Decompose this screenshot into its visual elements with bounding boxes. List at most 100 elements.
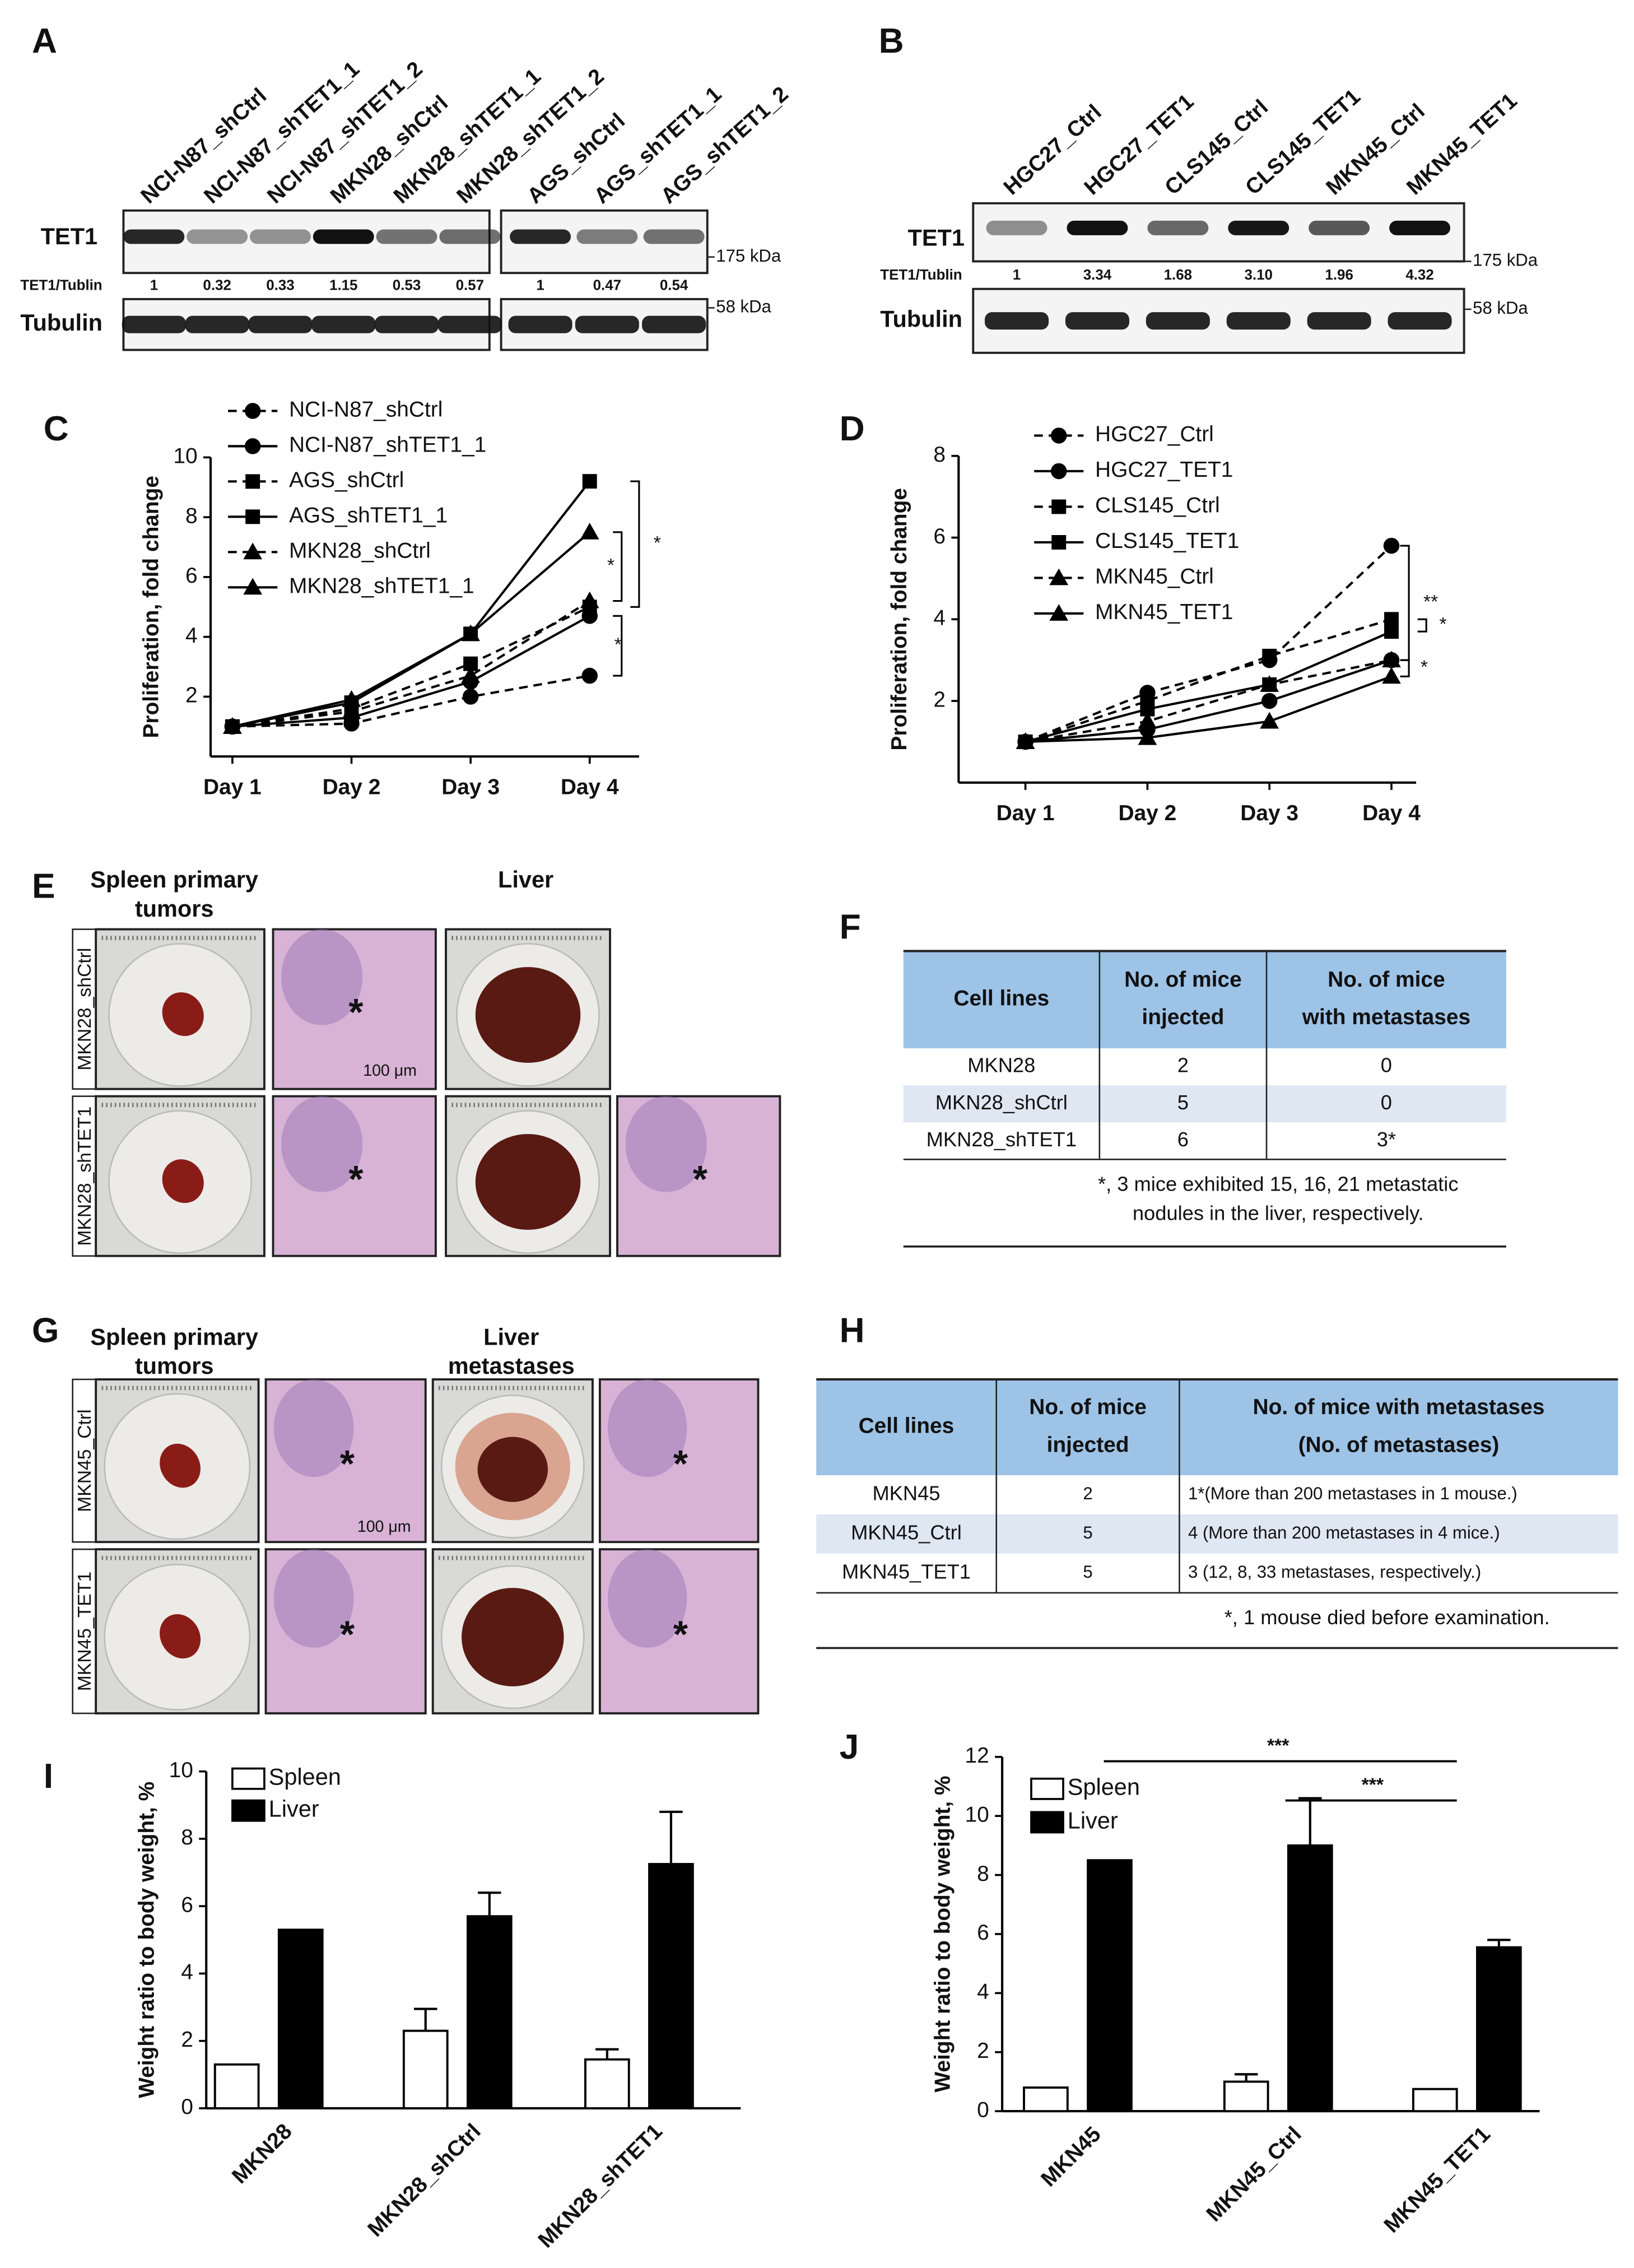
y-axis-label: Weight ratio to body weight, % [931,1776,955,2092]
y-tick-label: 8 [933,443,946,467]
point [1382,650,1401,668]
histology-region [625,1096,707,1192]
ratio: 3.10 [1245,267,1273,283]
table-header: injected [1047,1433,1129,1457]
ratio: 1.15 [329,277,357,293]
table-row-bg [816,1553,1618,1593]
band [1146,312,1210,330]
y-tick-label: 2 [181,2028,193,2052]
column-header: Spleen primary [90,866,258,893]
y-tick-label: 10 [169,1758,193,1782]
series-line [232,606,590,728]
bar [402,2029,449,2109]
table-header-bg [816,1379,1618,1476]
series-line [232,599,590,728]
point [223,717,242,734]
band [575,315,639,333]
y-tick-label: 8 [185,504,198,528]
error-bar [478,1891,501,1917]
y-tick-label: 2 [977,2039,989,2063]
significance-bracket [1400,659,1410,677]
organ [475,1134,581,1230]
band [248,315,313,333]
legend-marker [245,474,260,489]
table-cell: 2 [1083,1484,1092,1503]
series-line [1025,659,1392,743]
y-tick-label: 4 [977,1980,989,2004]
x-tick-label: Day 3 [1240,801,1298,825]
point [580,591,599,608]
ratio: 1.68 [1164,267,1192,283]
region-marker: * [340,1443,355,1485]
point [1138,728,1157,745]
y-tick-label: 4 [933,606,946,630]
significance-label: * [615,635,622,656]
significance-label: * [1440,614,1447,635]
significance-label: * [607,555,615,576]
row-label: TET1/Tublin [880,267,962,283]
table-row-bg [903,1085,1506,1123]
point [1261,693,1278,709]
legend-swatch [1030,1777,1064,1800]
band [185,315,249,333]
band [986,220,1048,235]
y-tick-label: 6 [181,1893,193,1917]
band [1228,220,1289,235]
ratio: 1 [150,277,158,293]
band [984,312,1049,330]
ratio: 1 [1013,267,1021,283]
error-bar [1487,1939,1511,1948]
table-header: Cell lines [859,1414,955,1438]
significance-bracket [613,531,623,602]
row-label-box [72,928,97,1090]
table-row-bg [816,1475,1618,1514]
table-cell: 5 [1177,1091,1189,1114]
y-tick-label: 6 [185,564,198,588]
significance-bracket [630,480,640,608]
table-header: No. of mice [1029,1395,1147,1419]
ratio: 3.34 [1083,267,1112,283]
point [342,690,361,707]
point [462,689,479,705]
legend-marker [244,403,261,419]
ratio: 0.53 [393,277,421,293]
region-marker: * [673,1443,688,1485]
legend-label: NCI-N87_shCtrl [289,398,443,422]
organ [462,1588,564,1686]
panel-letter: E [32,867,55,905]
row-label: MKN45_TET1 [75,1572,95,1691]
band [1147,220,1209,235]
bar [1476,1946,1522,2113]
column-header: Spleen primary [90,1323,258,1350]
band [1307,312,1371,330]
column-header: Liver [483,1323,539,1350]
panel-letter: D [840,410,865,448]
series-line [232,675,590,728]
marker-label: 175 kDa [716,246,781,266]
table-header: (No. of metastases) [1298,1433,1500,1457]
y-tick-label: 8 [977,1862,989,1886]
panel-letter: B [879,22,904,61]
point [1262,648,1277,663]
error-bar [659,1810,683,1865]
legend-label: MKN45_Ctrl [1095,565,1214,589]
ratio: 0.32 [203,277,231,293]
region-marker: * [348,1158,364,1200]
significance-label: *** [1362,1775,1384,1796]
significance-label: * [654,533,661,554]
band [1388,312,1452,330]
table-header: injected [1142,1005,1224,1029]
organ [160,1443,201,1488]
point [461,624,480,642]
y-tick-label: 4 [181,1960,193,1984]
point [1384,612,1399,627]
band [1309,220,1370,235]
series-line [1025,659,1392,743]
organ [477,1437,548,1502]
bar [1087,1859,1133,2113]
organ [160,1614,201,1659]
legend-label: AGS_shCtrl [289,468,404,492]
column-header: tumors [135,1353,214,1379]
point [461,666,480,684]
